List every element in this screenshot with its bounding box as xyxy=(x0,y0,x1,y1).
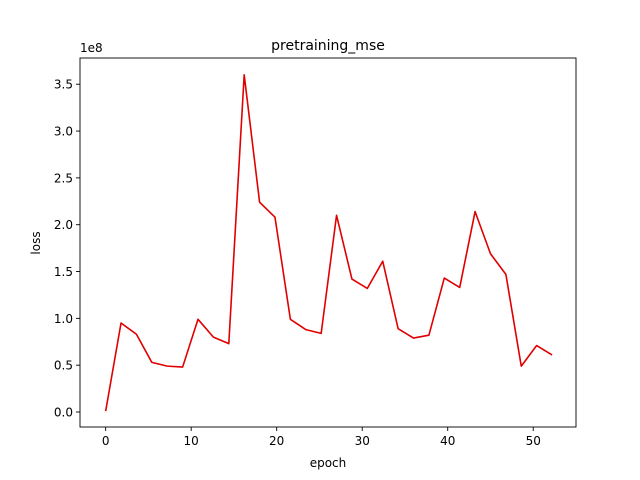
y-tick-label: 3.5 xyxy=(54,78,73,92)
chart-title: pretraining_mse xyxy=(271,38,385,54)
plot-frame xyxy=(79,57,577,428)
y-tick-label: 1.0 xyxy=(54,312,73,326)
y-tick-label: 1.5 xyxy=(54,265,73,279)
x-tick-label: 50 xyxy=(526,434,541,448)
x-tick-label: 30 xyxy=(355,434,370,448)
y-tick-label: 0.0 xyxy=(54,406,73,420)
series-line xyxy=(104,74,553,412)
x-tick-label: 10 xyxy=(184,434,199,448)
y-axis-label: loss xyxy=(29,231,43,254)
y-tick-label: 0.5 xyxy=(54,359,73,373)
y-tick-label: 2.0 xyxy=(54,218,73,232)
y-axis-offset-label: 1e8 xyxy=(80,41,103,55)
x-tick-label: 40 xyxy=(440,434,455,448)
y-tick-label: 2.5 xyxy=(54,171,73,185)
axis-ticks: 0 10 20 30 40 50 0.0 0.5 1.0 1.5 2.0 2.5 3.0 3.5 xyxy=(54,78,541,448)
x-axis-label: epoch xyxy=(310,456,347,470)
x-tick-label: 0 xyxy=(102,434,110,448)
x-tick-label: 20 xyxy=(269,434,284,448)
y-tick-label: 3.0 xyxy=(54,125,73,139)
